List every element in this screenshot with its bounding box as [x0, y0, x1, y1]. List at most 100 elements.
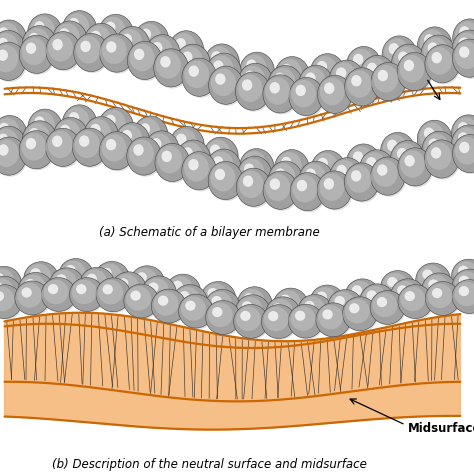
Circle shape: [310, 54, 345, 92]
Circle shape: [208, 151, 242, 189]
Circle shape: [236, 168, 271, 206]
Circle shape: [182, 58, 217, 96]
Circle shape: [157, 146, 182, 173]
Circle shape: [453, 19, 474, 57]
Polygon shape: [5, 313, 460, 429]
Circle shape: [208, 303, 233, 327]
Circle shape: [27, 14, 62, 52]
Circle shape: [177, 142, 212, 180]
Circle shape: [417, 120, 452, 158]
Circle shape: [21, 274, 46, 299]
Circle shape: [147, 36, 182, 74]
Circle shape: [101, 110, 126, 137]
Circle shape: [418, 265, 443, 290]
Circle shape: [351, 170, 361, 182]
Circle shape: [142, 276, 176, 310]
Circle shape: [146, 35, 180, 73]
Circle shape: [212, 307, 222, 317]
Circle shape: [52, 136, 63, 147]
Circle shape: [168, 276, 193, 301]
Circle shape: [206, 46, 241, 83]
Circle shape: [397, 53, 432, 91]
Circle shape: [167, 275, 202, 310]
Circle shape: [419, 28, 454, 66]
Circle shape: [240, 66, 265, 93]
Circle shape: [422, 131, 456, 169]
Circle shape: [345, 299, 370, 323]
Circle shape: [30, 111, 55, 139]
Circle shape: [331, 159, 366, 197]
Circle shape: [69, 18, 79, 29]
Circle shape: [85, 118, 119, 156]
Circle shape: [72, 280, 97, 304]
Circle shape: [0, 118, 19, 146]
Circle shape: [336, 67, 346, 79]
Circle shape: [263, 306, 298, 340]
Circle shape: [246, 156, 256, 167]
Circle shape: [318, 305, 343, 329]
Circle shape: [102, 36, 127, 64]
Circle shape: [100, 16, 135, 54]
Circle shape: [162, 151, 172, 162]
Circle shape: [329, 291, 364, 325]
Circle shape: [422, 269, 433, 280]
Circle shape: [427, 283, 461, 317]
Circle shape: [332, 63, 356, 90]
Circle shape: [215, 73, 226, 85]
Circle shape: [22, 121, 57, 159]
Circle shape: [156, 145, 191, 183]
Circle shape: [49, 268, 84, 301]
Circle shape: [423, 133, 458, 171]
Circle shape: [71, 279, 106, 313]
Circle shape: [419, 29, 445, 57]
Circle shape: [130, 266, 164, 300]
Circle shape: [74, 130, 109, 168]
Circle shape: [235, 295, 270, 328]
Circle shape: [329, 60, 364, 98]
Circle shape: [130, 291, 141, 301]
Circle shape: [311, 55, 346, 93]
Circle shape: [318, 158, 328, 169]
Circle shape: [56, 274, 66, 284]
Circle shape: [207, 292, 232, 316]
Circle shape: [54, 22, 89, 61]
Circle shape: [405, 291, 415, 301]
Circle shape: [271, 164, 295, 191]
Circle shape: [207, 46, 232, 74]
Circle shape: [60, 260, 95, 294]
Circle shape: [425, 45, 459, 83]
Circle shape: [129, 139, 154, 167]
Circle shape: [206, 301, 240, 334]
Circle shape: [398, 284, 433, 319]
Circle shape: [382, 134, 417, 172]
Circle shape: [393, 46, 428, 84]
Circle shape: [400, 287, 425, 311]
Circle shape: [360, 284, 395, 318]
Circle shape: [262, 305, 296, 338]
Circle shape: [295, 310, 305, 321]
Circle shape: [0, 21, 28, 60]
Circle shape: [29, 110, 64, 149]
Circle shape: [419, 123, 445, 150]
Circle shape: [454, 20, 474, 59]
Circle shape: [263, 171, 298, 210]
Circle shape: [455, 137, 474, 164]
Circle shape: [83, 117, 118, 155]
Circle shape: [301, 68, 326, 95]
Circle shape: [394, 46, 419, 74]
Circle shape: [19, 131, 54, 169]
Circle shape: [166, 274, 201, 308]
Circle shape: [20, 274, 55, 308]
Circle shape: [268, 65, 303, 104]
Circle shape: [392, 143, 418, 171]
Circle shape: [147, 37, 173, 64]
Circle shape: [25, 123, 50, 151]
Circle shape: [188, 159, 199, 170]
Circle shape: [80, 267, 115, 301]
Circle shape: [97, 279, 132, 313]
Circle shape: [346, 164, 380, 203]
Circle shape: [337, 165, 347, 176]
Circle shape: [454, 128, 474, 155]
Circle shape: [85, 25, 120, 63]
Circle shape: [454, 32, 474, 70]
